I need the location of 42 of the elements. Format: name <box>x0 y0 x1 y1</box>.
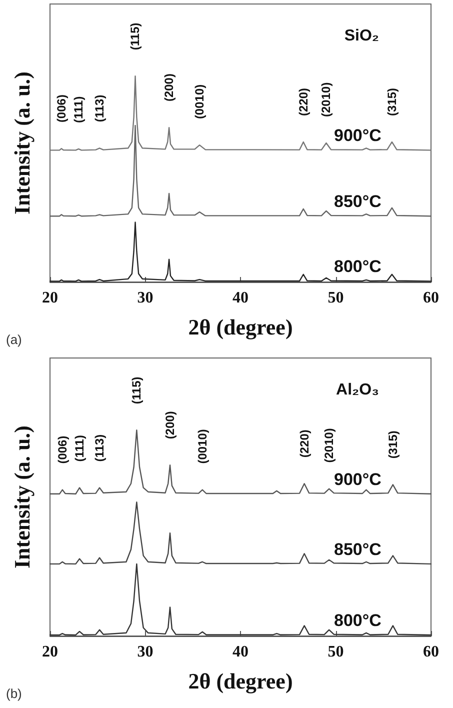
annotation: (220) <box>296 88 310 116</box>
annotation: (2010) <box>322 428 336 463</box>
y-axis-title: Intensity (a. u.) <box>10 71 34 215</box>
x-tick-label: 20 <box>42 644 58 660</box>
series-label: 800°C <box>334 257 382 276</box>
annotation: (113) <box>92 434 107 462</box>
x-tick-label: 40 <box>232 290 248 306</box>
annotation: (200) <box>163 411 178 440</box>
series-label: 900°C <box>334 126 382 146</box>
x-axis-title: 2θ (degree) <box>188 314 293 340</box>
y-axis-title: Intensity (a. u.) <box>10 425 34 569</box>
annotation: (315) <box>384 88 399 116</box>
annotation: (111) <box>72 96 86 123</box>
x-axis-title: 2θ (degree) <box>188 668 293 694</box>
annotation: (315) <box>386 430 400 459</box>
annotation: (006) <box>54 94 68 123</box>
x-tick-label: 20 <box>42 290 58 306</box>
annotation: (220) <box>297 430 312 458</box>
annotation: (115) <box>130 376 144 404</box>
annotation: (2010) <box>319 82 334 117</box>
annotation: (200) <box>162 74 176 102</box>
annotation: (006) <box>55 436 70 464</box>
x-tick-label: 40 <box>232 644 248 660</box>
annotation: (0010) <box>192 84 207 120</box>
annotation: (0010) <box>195 429 210 464</box>
x-tick-label: 30 <box>137 290 154 306</box>
annotation: (111) <box>72 435 87 462</box>
series-label: 850°C <box>334 192 382 212</box>
series-label: 900°C <box>334 470 382 489</box>
series-label: 800°C <box>334 610 382 630</box>
x-tick-label: 30 <box>137 644 154 660</box>
text: (b) <box>6 686 22 701</box>
chart-title: Al₂O₃ <box>336 382 379 398</box>
series-label: 850°C <box>334 540 382 559</box>
chart-title: SiO₂ <box>344 28 379 44</box>
x-tick-label: 50 <box>328 290 344 306</box>
x-tick-label: 60 <box>423 644 439 660</box>
text: (a) <box>6 332 22 347</box>
annotation: (113) <box>92 94 107 122</box>
x-tick-label: 50 <box>328 644 344 660</box>
x-tick-label: 60 <box>423 290 439 306</box>
annotation: (115) <box>128 22 142 50</box>
